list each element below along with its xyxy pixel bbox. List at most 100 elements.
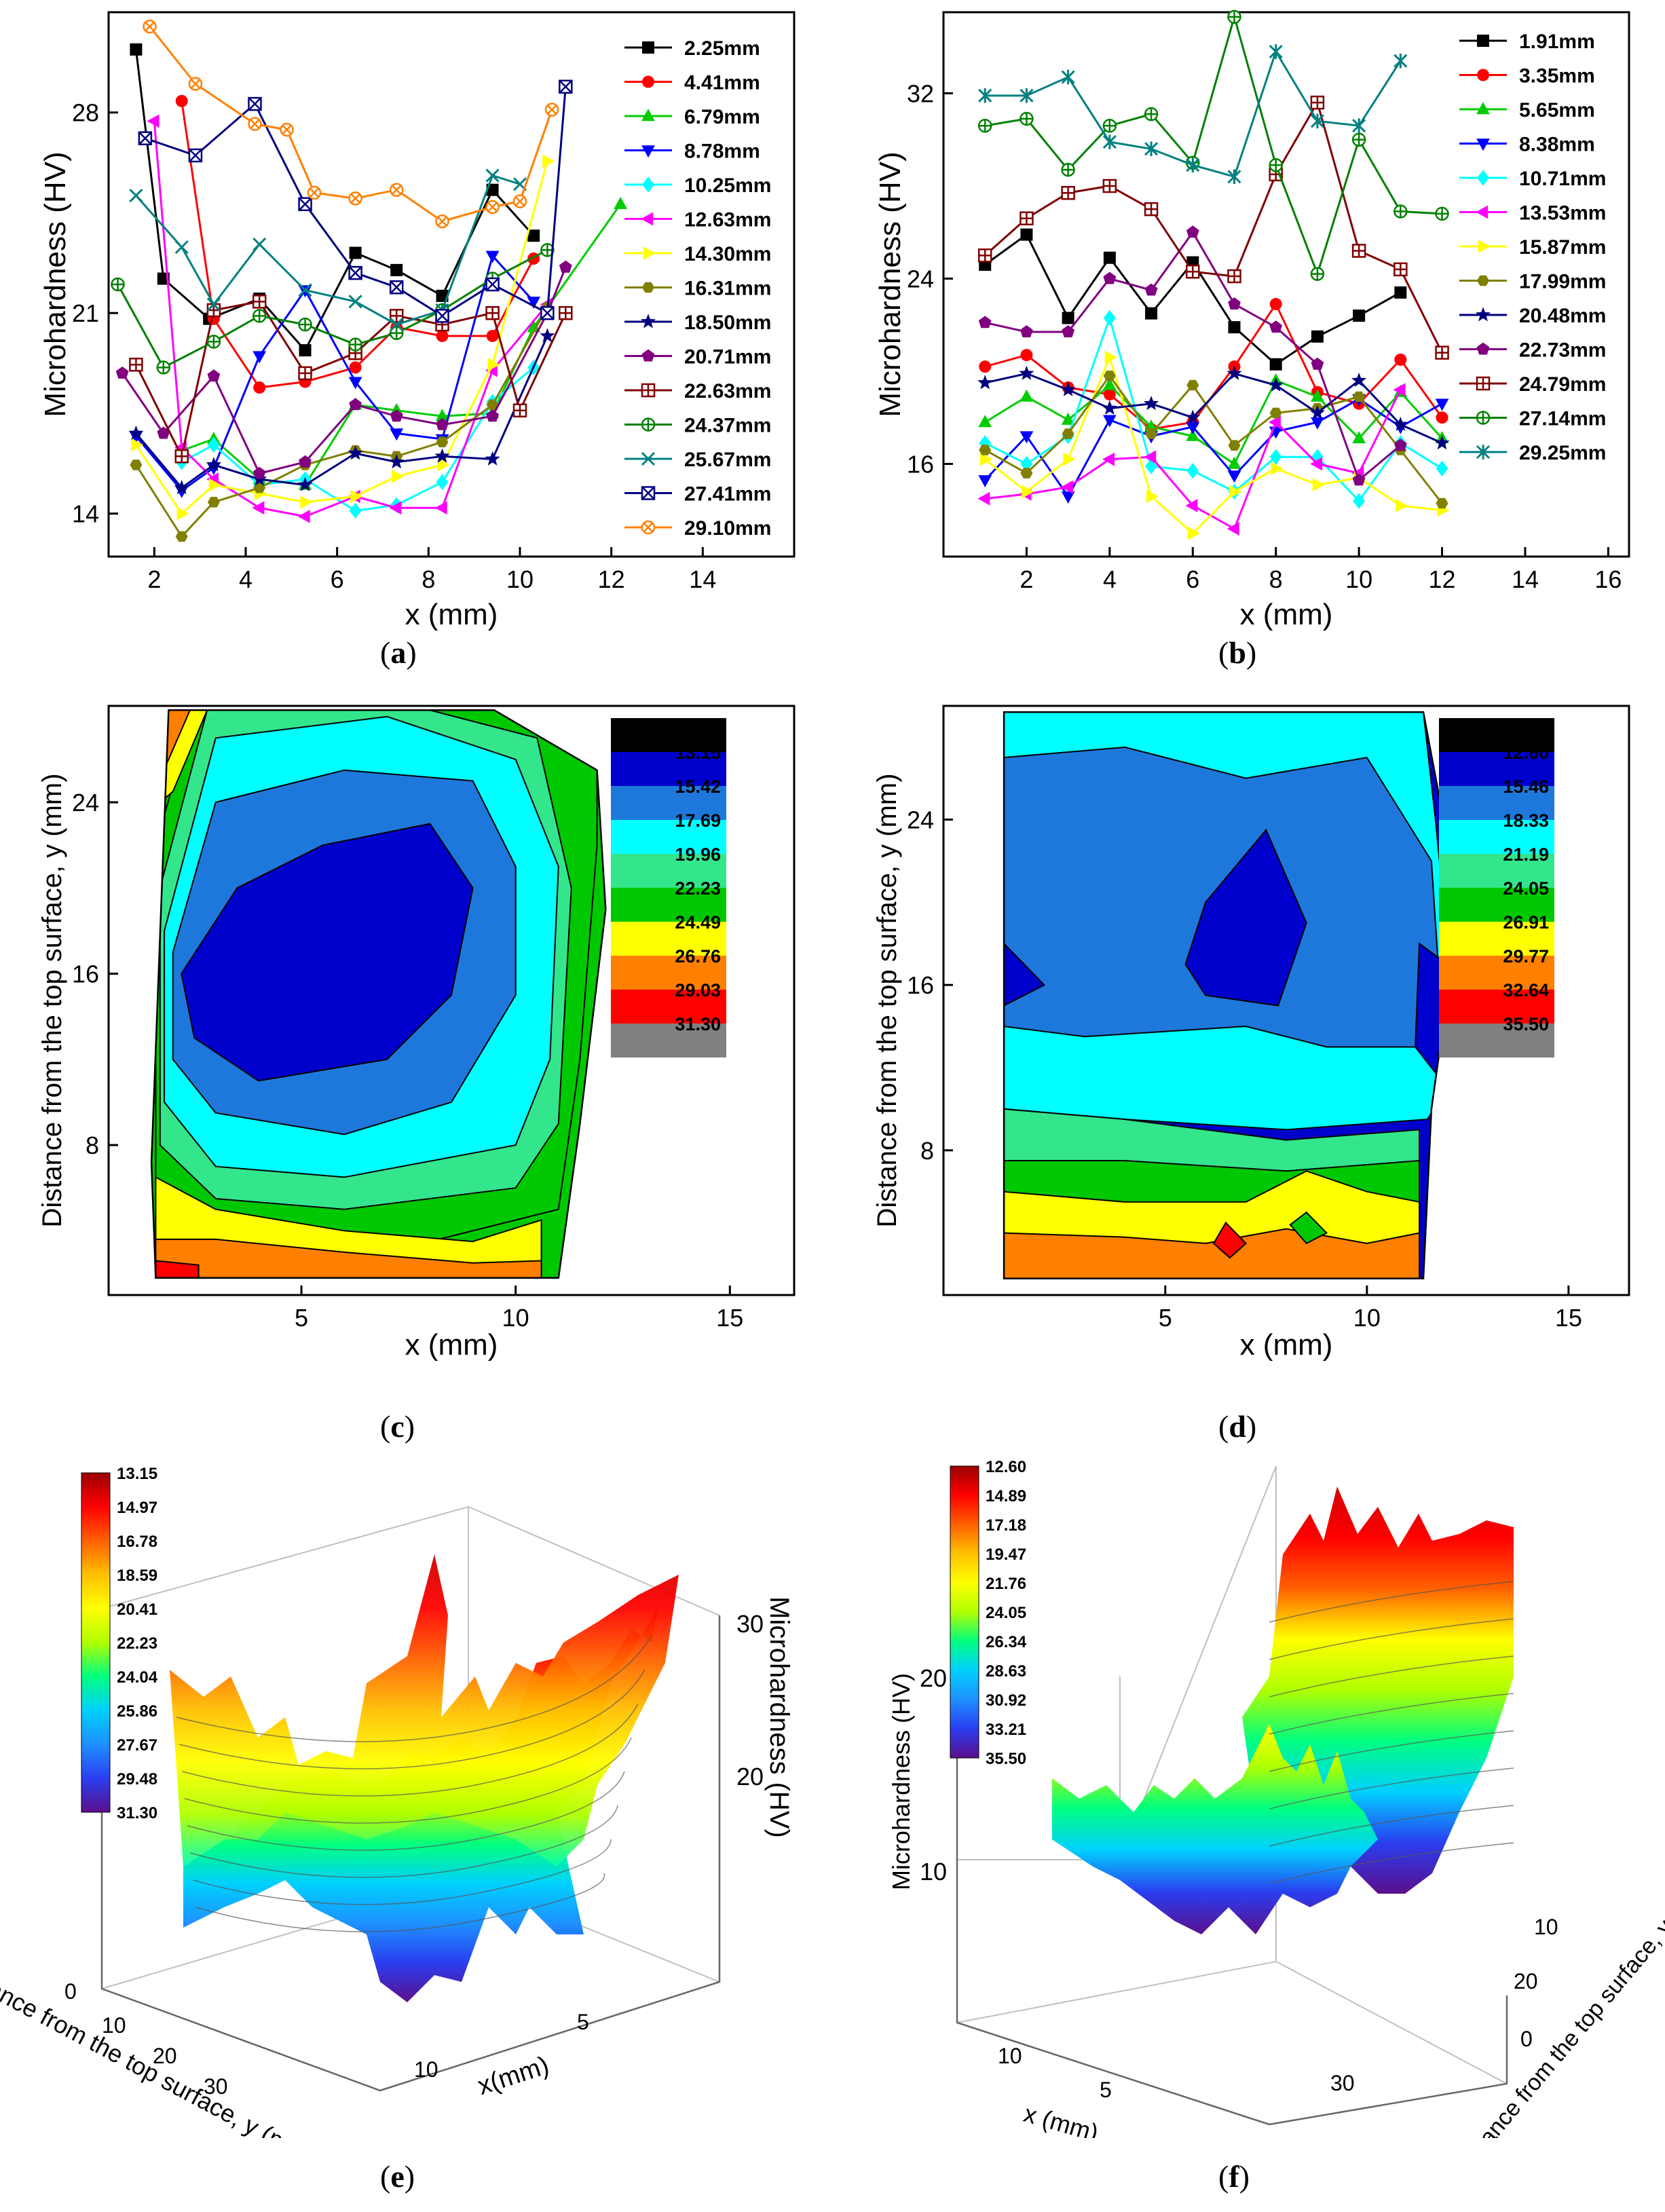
legend-label: 16.31mm — [684, 278, 771, 300]
data-point — [1186, 225, 1199, 238]
data-point — [1019, 365, 1034, 380]
data-point — [299, 455, 312, 468]
legend-marker — [1477, 69, 1489, 81]
caption-c: (c) — [380, 1409, 415, 1444]
x-tick-label: 12 — [598, 565, 625, 593]
legend-label: 25.67mm — [684, 449, 771, 471]
box-frame-front — [100, 1609, 721, 2092]
legend-marker — [642, 282, 654, 293]
surface-contour-line — [184, 1737, 632, 1824]
x-tick-label: 8 — [422, 565, 435, 593]
data-point — [174, 240, 189, 255]
data-point — [138, 131, 153, 145]
data-point — [1144, 141, 1159, 157]
surface-contour-line — [1269, 1581, 1514, 1623]
colorbar-label: 29.48 — [117, 1770, 157, 1788]
z-tick-label: 20 — [736, 1763, 764, 1791]
legend-level-label: 22.23 — [675, 878, 721, 899]
colorbar-label: 12.60 — [986, 1459, 1026, 1476]
legend-marker — [1476, 411, 1491, 425]
data-point — [298, 197, 312, 212]
legend-marker — [642, 41, 654, 54]
data-point — [252, 501, 265, 515]
legend-color-band — [611, 888, 726, 922]
y-tick-label: 32 — [907, 79, 934, 107]
contour-boundary — [150, 709, 607, 1279]
legend-level-label: 26.91 — [1503, 912, 1549, 933]
legend-marker — [640, 314, 656, 329]
y-axis-label: Distance from the top surface, y (mm) — [872, 773, 902, 1227]
data-point — [978, 475, 992, 488]
x-tick-label: 15 — [1555, 1304, 1582, 1332]
data-point — [1310, 95, 1325, 110]
x-tick-label: 4 — [1103, 565, 1117, 593]
data-point — [1227, 456, 1241, 469]
data-point — [349, 398, 362, 411]
data-point — [978, 88, 992, 103]
legend-marker — [1477, 170, 1489, 186]
data-point — [436, 289, 449, 302]
y-tick-label: 28 — [72, 99, 99, 127]
x-tick-label: 14 — [1512, 565, 1539, 593]
plot-frame — [942, 11, 1630, 558]
data-point — [485, 277, 500, 292]
surface-contour-line — [1269, 1693, 1514, 1735]
legend-label: 14.30mm — [684, 243, 771, 265]
data-point — [1353, 493, 1366, 509]
data-point — [1061, 491, 1075, 504]
x-tick-label: 5 — [1159, 1304, 1172, 1332]
data-point — [1020, 325, 1033, 337]
box-frame-front — [956, 1622, 1508, 2126]
surface-contour-line — [1269, 1767, 1514, 1810]
surface-upper — [170, 1554, 679, 1867]
data-point — [298, 283, 312, 297]
surface-contour-line — [176, 1635, 652, 1742]
colorbar-label: 31.30 — [117, 1804, 157, 1822]
colorbar-label: 14.97 — [117, 1499, 157, 1517]
y-tick-label: 30 — [1330, 2071, 1355, 2095]
legend-color-band — [1439, 752, 1554, 786]
panel-f: 12.60 14.89 17.18 19.47 21.76 24.05 26.34 28.63… — [835, 1459, 1665, 2138]
data-point — [436, 417, 449, 430]
data-point — [252, 237, 267, 251]
x-tick-label: 10 — [506, 565, 534, 593]
data-point — [1019, 389, 1034, 402]
caption-f: (f) — [1218, 2159, 1250, 2194]
data-point — [348, 191, 362, 206]
data-point — [348, 295, 362, 309]
contour-fill — [151, 710, 606, 1278]
data-point — [436, 329, 449, 342]
legend: 2.25mm 4.41mm 6.79mm 8.78mm 10.25mm 12.63mm 14… — [624, 37, 771, 540]
legend-level-label: 17.69 — [675, 810, 721, 831]
z-tick-label: 20 — [920, 1664, 947, 1692]
data-point — [1310, 113, 1324, 129]
data-point — [980, 452, 993, 466]
surface-contour-line — [179, 1669, 646, 1769]
series-line — [145, 86, 567, 318]
legend-label: 24.37mm — [684, 415, 771, 437]
data-point — [1186, 379, 1199, 391]
data-point — [1310, 267, 1325, 281]
panel-a: 2 4 6 8 10 12 14 14 21 28 x (mm) Microhardness (HV)… — [0, 0, 821, 631]
data-point — [129, 431, 143, 444]
legend-color-band — [611, 786, 726, 820]
legend-label: 27.41mm — [684, 483, 771, 506]
data-point — [1227, 269, 1241, 284]
legend-label: 12.63mm — [684, 209, 771, 231]
series-line — [984, 354, 1442, 535]
series-line — [984, 13, 1442, 278]
data-point — [1144, 450, 1157, 464]
legend-label: 17.99mm — [1519, 271, 1606, 293]
colorbar — [950, 1465, 979, 1759]
legend-label: 20.71mm — [684, 346, 771, 369]
data-point — [1062, 312, 1074, 324]
z-tick-label: 30 — [736, 1610, 764, 1638]
data-point — [1103, 388, 1116, 401]
data-point — [435, 409, 449, 421]
data-point — [1393, 416, 1408, 431]
colorbar-label: 17.18 — [986, 1516, 1026, 1535]
data-point — [390, 409, 403, 422]
data-point — [1186, 264, 1200, 279]
plot-frame — [107, 11, 796, 558]
data-point — [979, 445, 992, 455]
